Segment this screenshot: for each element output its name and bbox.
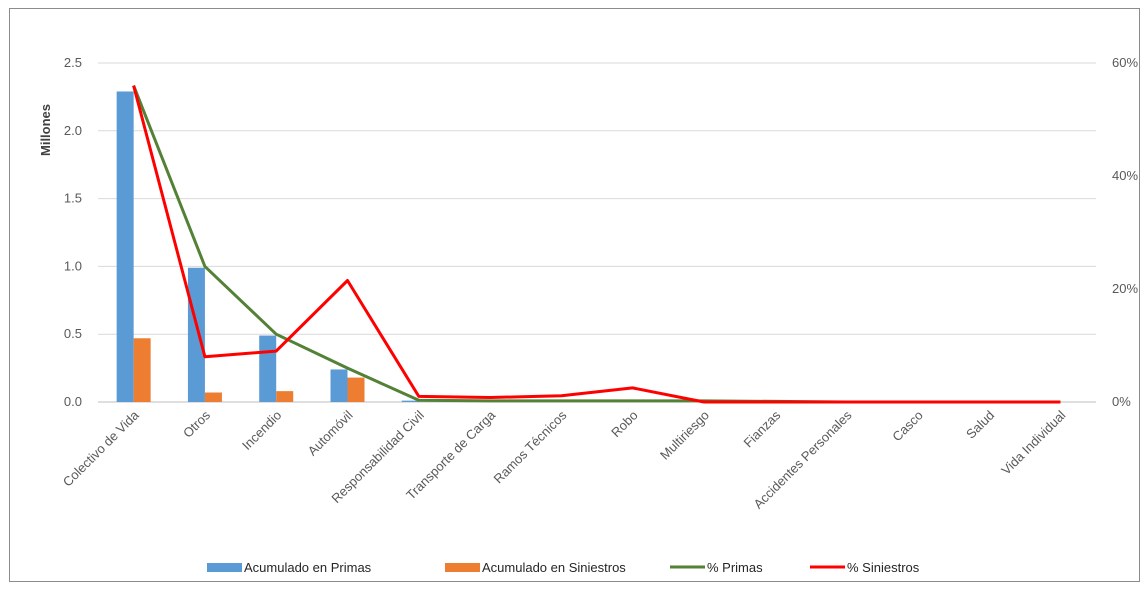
category-label: Casco <box>889 408 926 445</box>
category-label: Ramos Técnicos <box>491 407 570 486</box>
y2-tick-label: 60% <box>1112 55 1138 70</box>
bar-primas <box>116 91 134 402</box>
legend-swatch <box>207 563 242 572</box>
bar-siniestros <box>204 392 222 402</box>
category-label: Colectivo de Vida <box>60 407 143 490</box>
bar-siniestros <box>133 338 151 402</box>
y-tick-label: 2.0 <box>64 123 82 138</box>
legend-swatch <box>445 563 480 572</box>
category-label: Multiriesgo <box>657 408 712 463</box>
y-tick-label: 0.5 <box>64 326 82 341</box>
category-label: Vida Individual <box>998 407 1068 477</box>
y2-tick-label: 40% <box>1112 168 1138 183</box>
legend: Acumulado en Primas Acumulado en Siniestr… <box>207 560 920 575</box>
category-label: Automóvil <box>305 407 356 458</box>
category-label: Salud <box>963 408 997 442</box>
line-siniestros <box>132 85 1061 404</box>
bar-siniestros <box>347 377 365 402</box>
lines <box>132 85 1061 404</box>
gridlines <box>98 62 1096 403</box>
y2-tick-label: 20% <box>1112 281 1138 296</box>
bar-primas <box>401 400 419 402</box>
category-label: Fianzas <box>741 407 784 450</box>
y2-tick-label: 0% <box>1112 394 1131 409</box>
legend-label: Acumulado en Primas <box>244 560 372 575</box>
bars <box>116 91 419 402</box>
category-label: Robo <box>608 408 641 441</box>
bar-primas <box>330 369 348 402</box>
legend-label: % Siniestros <box>847 560 920 575</box>
legend-label: % Primas <box>707 560 763 575</box>
y-tick-label: 0.0 <box>64 394 82 409</box>
y-axis-title: Millones <box>38 104 53 156</box>
y-tick-label: 1.5 <box>64 191 82 206</box>
x-axis-categories: Colectivo de Vida Otros Incendio Automóvil R… <box>60 407 1069 512</box>
category-label: Incendio <box>239 408 284 453</box>
category-label: Otros <box>180 407 213 440</box>
y-axis-left: 0.0 0.5 1.0 1.5 2.0 2.5 <box>64 55 82 409</box>
y-tick-label: 2.5 <box>64 55 82 70</box>
bar-primas <box>259 335 277 402</box>
y-axis-right: 0% 20% 40% 60% <box>1112 55 1138 409</box>
bar-siniestros <box>276 391 294 402</box>
bar-primas <box>187 267 205 402</box>
y-tick-label: 1.0 <box>64 258 82 273</box>
legend-label: Acumulado en Siniestros <box>482 560 626 575</box>
